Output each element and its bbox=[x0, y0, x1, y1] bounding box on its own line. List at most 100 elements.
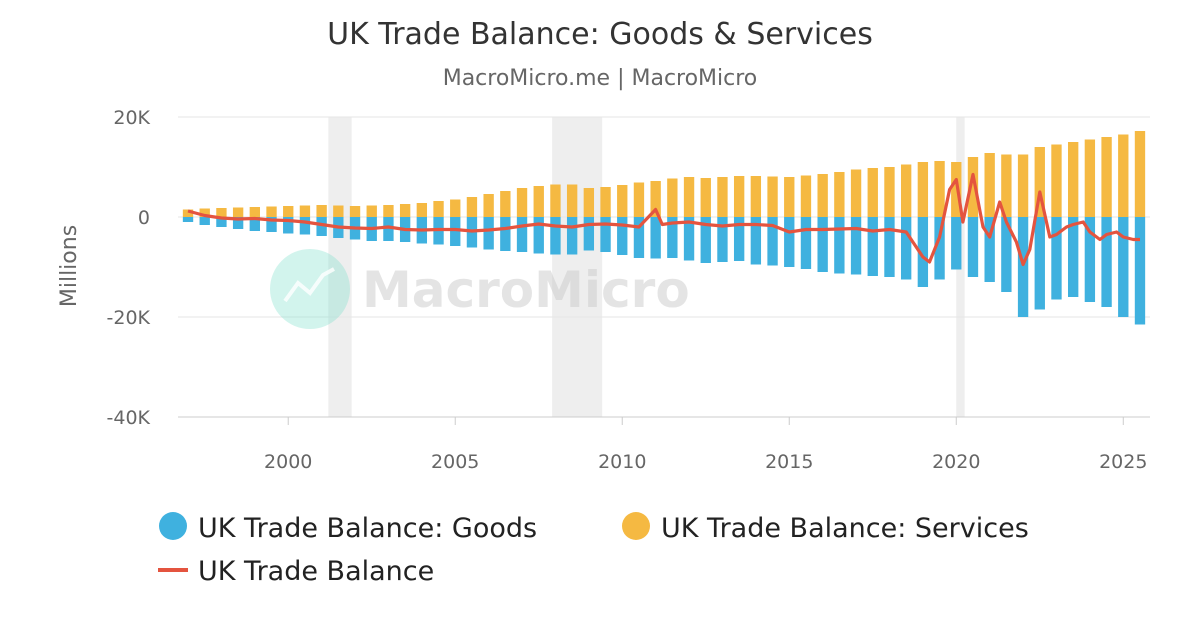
goods-bar bbox=[483, 217, 494, 250]
y-tick-label: -40K bbox=[107, 407, 151, 429]
recession-band-0 bbox=[328, 117, 352, 417]
goods-bar bbox=[232, 217, 244, 229]
goods-bar bbox=[784, 217, 795, 267]
goods-bar bbox=[733, 217, 745, 261]
goods-bar bbox=[617, 217, 628, 255]
services-bar bbox=[349, 206, 361, 217]
balance-line bbox=[187, 172, 1140, 267]
services-bar bbox=[1067, 142, 1079, 217]
services-bar bbox=[884, 167, 895, 217]
legend-label-goods: UK Trade Balance: Goods bbox=[198, 513, 537, 544]
goods-bar bbox=[450, 217, 461, 246]
goods-bar bbox=[533, 217, 544, 254]
goods-bar bbox=[750, 217, 762, 265]
goods-bar bbox=[1001, 217, 1012, 292]
services-bar bbox=[1051, 144, 1062, 217]
goods-bar bbox=[600, 217, 611, 252]
services-bar bbox=[533, 186, 544, 217]
goods-bar bbox=[867, 217, 878, 276]
services-bar bbox=[416, 203, 428, 217]
watermark-trend-icon bbox=[283, 267, 335, 303]
x-tick-label: 2015 bbox=[765, 451, 813, 473]
legend-marker-goods bbox=[159, 512, 187, 540]
services-bar bbox=[1001, 154, 1012, 217]
chart-subtitle: MacroMicro.me | MacroMicro bbox=[443, 66, 758, 91]
services-bar bbox=[667, 178, 678, 217]
watermark-logo-icon bbox=[270, 249, 350, 329]
goods-bar bbox=[1017, 217, 1029, 317]
services-bar bbox=[333, 205, 344, 217]
services-bar bbox=[867, 168, 878, 217]
services-bar bbox=[299, 205, 311, 217]
goods-bar bbox=[800, 217, 812, 269]
services-bar bbox=[516, 188, 528, 217]
services-bar bbox=[834, 172, 845, 217]
services-bar bbox=[433, 201, 444, 217]
services-bar bbox=[1118, 134, 1129, 217]
goods-bar bbox=[550, 217, 561, 255]
goods-bar bbox=[1067, 217, 1079, 297]
services-bar bbox=[266, 206, 277, 217]
goods-bar bbox=[650, 217, 661, 259]
legend-label-balance: UK Trade Balance bbox=[198, 556, 434, 587]
services-bar bbox=[216, 208, 227, 217]
services-bar bbox=[850, 169, 862, 217]
services-bar bbox=[566, 184, 578, 217]
goods-bar bbox=[182, 217, 194, 222]
goods-bar bbox=[984, 217, 995, 282]
y-tick-label: 0 bbox=[138, 207, 150, 229]
goods-bar bbox=[934, 217, 945, 280]
services-bar bbox=[1017, 154, 1029, 217]
goods-bar bbox=[917, 217, 929, 287]
goods-bar bbox=[283, 217, 294, 234]
services-bar bbox=[550, 184, 561, 217]
services-bar bbox=[917, 162, 929, 217]
goods-bar bbox=[1101, 217, 1112, 307]
x-axis: 2000 2005 2010 2015 2020 2025 bbox=[264, 417, 1147, 473]
goods-bar bbox=[500, 217, 511, 251]
services-bar bbox=[934, 161, 945, 217]
services-bar bbox=[600, 187, 611, 217]
goods-bar bbox=[266, 217, 277, 232]
goods-bar bbox=[767, 217, 778, 266]
goods-bar bbox=[216, 217, 227, 227]
services-bar bbox=[900, 164, 912, 217]
y-axis: 20K 0 -20K -40K bbox=[107, 107, 151, 429]
recession-band-1 bbox=[552, 117, 603, 417]
services-bar bbox=[617, 185, 628, 217]
services-bar bbox=[366, 205, 377, 217]
goods-bar bbox=[900, 217, 912, 280]
goods-bar bbox=[817, 217, 828, 272]
services-bar bbox=[1084, 139, 1096, 217]
services-bar bbox=[500, 191, 511, 217]
legend-label-services: UK Trade Balance: Services bbox=[661, 513, 1029, 544]
watermark-text: MacroMicro bbox=[362, 261, 690, 319]
services-bar bbox=[683, 177, 695, 217]
services-bar bbox=[800, 175, 812, 217]
goods-bar bbox=[667, 217, 678, 258]
goods-bar bbox=[884, 217, 895, 277]
goods-bar bbox=[299, 217, 311, 235]
goods-bar bbox=[683, 217, 695, 261]
services-bar bbox=[232, 207, 244, 217]
x-tick-label: 2010 bbox=[598, 451, 646, 473]
services-bar bbox=[633, 182, 645, 217]
goods-bar bbox=[717, 217, 728, 262]
goods-bar bbox=[633, 217, 645, 258]
legend-item-services[interactable]: UK Trade Balance: Services bbox=[622, 512, 1029, 544]
goods-bar bbox=[850, 217, 862, 275]
services-bar bbox=[650, 181, 661, 217]
legend-marker-services bbox=[622, 512, 650, 540]
y-tick-label: -20K bbox=[107, 307, 151, 329]
goods-bar bbox=[967, 217, 979, 277]
x-tick-label: 2000 bbox=[264, 451, 312, 473]
services-bar bbox=[199, 208, 210, 217]
services-bar bbox=[383, 205, 394, 217]
x-tick-label: 2025 bbox=[1099, 451, 1147, 473]
services-bar bbox=[984, 153, 995, 217]
services-bar bbox=[784, 177, 795, 217]
legend-item-goods[interactable]: UK Trade Balance: Goods bbox=[159, 512, 537, 544]
legend-item-balance[interactable]: UK Trade Balance bbox=[158, 556, 434, 587]
legend: UK Trade Balance: Goods UK Trade Balance… bbox=[158, 512, 1029, 587]
